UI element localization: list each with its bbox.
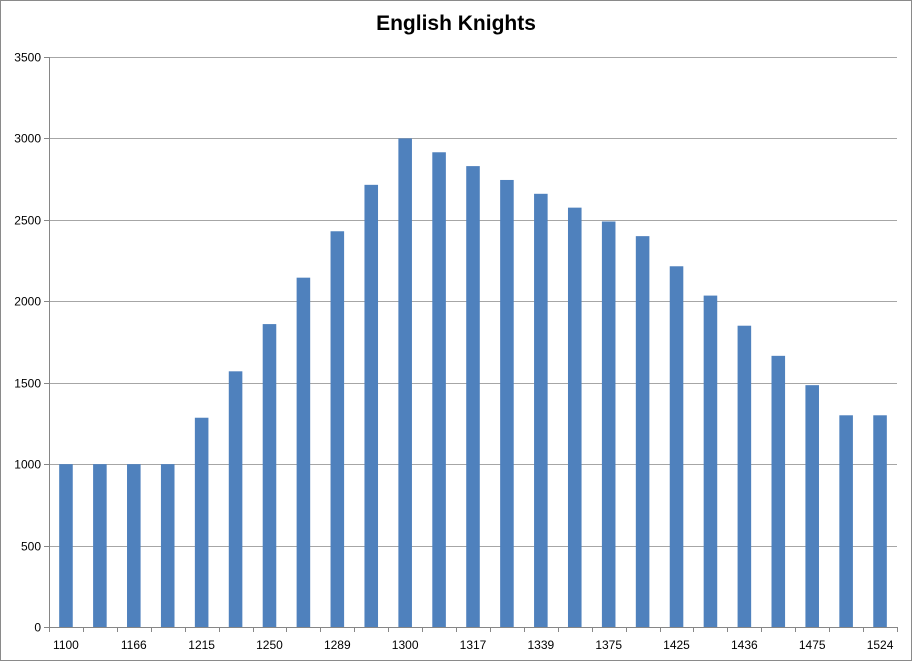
bar-1300 [398,138,412,627]
y-tick-label: 3500 [14,51,41,65]
bar-1450 [771,355,786,627]
x-tick-label: 1300 [392,638,419,652]
bar-1250 [262,324,277,627]
bar-1339 [534,193,548,628]
bar-1100 [59,464,73,627]
bar-1328 [500,179,514,627]
bar-1133 [93,464,107,627]
bar-1400 [635,236,650,627]
x-tick-label: 1339 [527,638,554,652]
x-tick-label: 1524 [867,638,894,652]
bar-1309 [432,152,446,627]
x-tick-label: 1375 [595,638,622,652]
x-tick-label: 1250 [256,638,283,652]
bar-1375 [601,221,616,628]
x-tick-label: 1475 [799,638,826,652]
y-tick-label: 0 [34,621,41,635]
bar-1425 [669,266,684,627]
y-tick-label: 2500 [14,214,41,228]
bar-1317 [466,166,480,628]
y-tick-label: 1500 [14,377,41,391]
y-tick-label: 2000 [14,295,41,309]
x-tick-label: 1289 [324,638,351,652]
bar-1500 [839,415,853,627]
bar-1350 [567,207,582,627]
x-tick-label: 1215 [188,638,215,652]
bar-1430 [703,295,718,627]
x-tick-label: 1317 [460,638,487,652]
bar-1289 [330,231,345,627]
bar-1436 [737,325,752,627]
bar-1295 [364,184,379,627]
bar-1475 [805,385,819,627]
x-tick-label: 1425 [663,638,690,652]
chart-title: English Knights [376,12,536,35]
y-tick-label: 3000 [14,132,41,146]
x-tick-label: 1166 [121,638,147,652]
x-tick-label: 1100 [53,638,79,652]
y-tick-label: 1000 [14,458,41,472]
bar-1190 [160,464,175,627]
bar-1524 [873,415,887,627]
x-tick-label: 1436 [731,638,758,652]
bar-1166 [127,464,141,627]
y-tick-label: 500 [21,540,41,554]
bar-1215 [194,417,209,627]
bar-1230 [228,371,243,627]
bar-1270 [296,277,311,627]
